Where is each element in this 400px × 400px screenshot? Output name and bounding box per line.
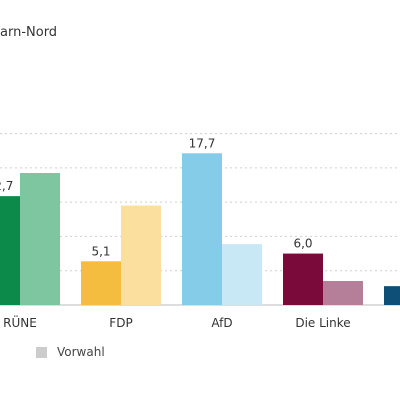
bar-previous-fdp-1 [121, 205, 161, 305]
value-label-r-ne-0: 12,7 [0, 179, 13, 193]
bar-current-r-ne-0 [0, 196, 20, 305]
category-label-die-linke-3: Die Linke [295, 316, 350, 330]
category-label-afd-2: AfD [211, 316, 232, 330]
value-label-fdp-1: 5,1 [91, 244, 110, 258]
bar-previous-die-linke-3 [323, 281, 363, 305]
bar-current-die-linke-3 [283, 253, 323, 305]
bar-previous-afd-2 [222, 244, 262, 305]
bar-current-afd-2 [182, 153, 222, 305]
value-label-afd-2: 17,7 [189, 136, 216, 150]
bar-previous-r-ne-0 [20, 173, 60, 305]
category-label-r-ne-0: RÜNE [3, 314, 37, 330]
chart-title: arn-Nord [0, 25, 58, 40]
legend-label-previous: Vorwahl [57, 345, 105, 359]
bar-current-unlabeled-4 [384, 286, 400, 305]
legend-swatch-previous [36, 346, 47, 358]
bar-current-fdp-1 [81, 261, 121, 305]
value-label-die-linke-3: 6,0 [293, 237, 312, 251]
legend: Vorwahl [36, 345, 105, 359]
category-label-fdp-1: FDP [109, 316, 132, 330]
